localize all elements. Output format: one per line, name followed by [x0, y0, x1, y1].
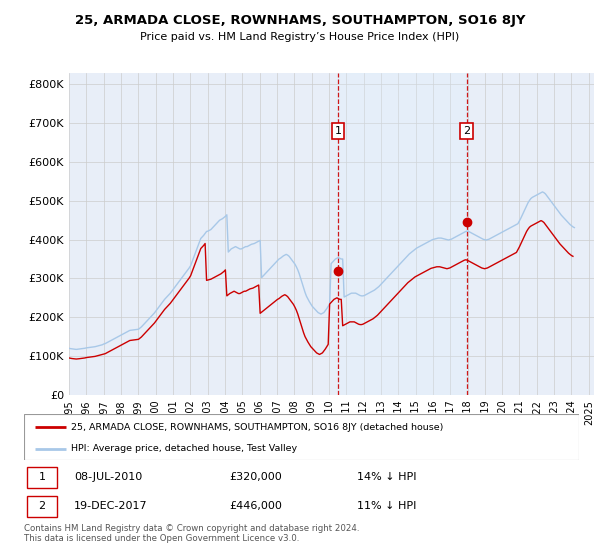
- Text: 08-JUL-2010: 08-JUL-2010: [74, 472, 142, 482]
- FancyBboxPatch shape: [24, 414, 579, 460]
- Text: 11% ↓ HPI: 11% ↓ HPI: [357, 501, 416, 511]
- Text: £320,000: £320,000: [229, 472, 282, 482]
- Text: 2: 2: [38, 501, 46, 511]
- Text: Contains HM Land Registry data © Crown copyright and database right 2024.
This d: Contains HM Land Registry data © Crown c…: [24, 524, 359, 543]
- Text: 1: 1: [38, 472, 46, 482]
- Text: 25, ARMADA CLOSE, ROWNHAMS, SOUTHAMPTON, SO16 8JY: 25, ARMADA CLOSE, ROWNHAMS, SOUTHAMPTON,…: [75, 14, 525, 27]
- FancyBboxPatch shape: [27, 496, 58, 517]
- Bar: [338, 73, 467, 395]
- FancyBboxPatch shape: [27, 467, 58, 488]
- Text: Price paid vs. HM Land Registry’s House Price Index (HPI): Price paid vs. HM Land Registry’s House …: [140, 32, 460, 43]
- Text: 2: 2: [463, 126, 470, 136]
- Text: 14% ↓ HPI: 14% ↓ HPI: [357, 472, 416, 482]
- Text: 19-DEC-2017: 19-DEC-2017: [74, 501, 148, 511]
- Text: 1: 1: [334, 126, 341, 136]
- Text: HPI: Average price, detached house, Test Valley: HPI: Average price, detached house, Test…: [71, 444, 298, 454]
- Text: 25, ARMADA CLOSE, ROWNHAMS, SOUTHAMPTON, SO16 8JY (detached house): 25, ARMADA CLOSE, ROWNHAMS, SOUTHAMPTON,…: [71, 423, 443, 432]
- Text: £446,000: £446,000: [229, 501, 282, 511]
